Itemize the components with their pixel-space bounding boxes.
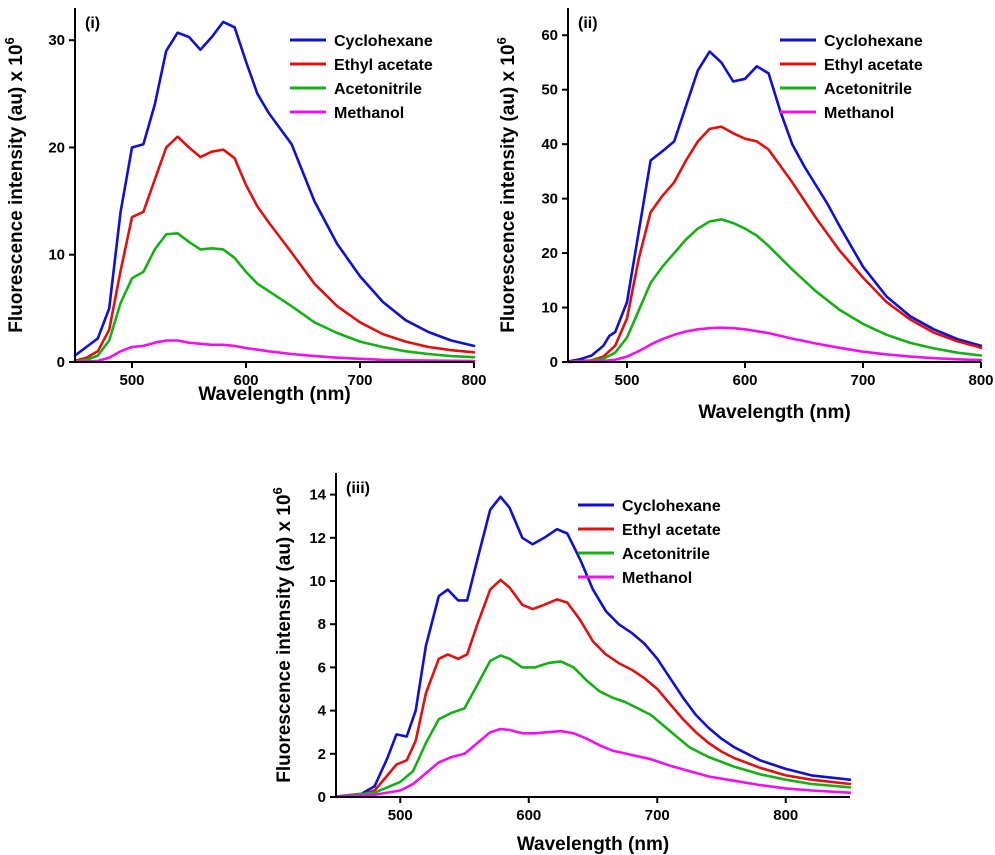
legend-label: Cyclohexane xyxy=(622,498,721,515)
legend-label: Ethyl acetate xyxy=(824,57,923,74)
y-tick-label: 0 xyxy=(550,354,558,371)
x-tick-label: 500 xyxy=(119,372,144,389)
panel-label: (iii) xyxy=(346,480,370,497)
y-tick-label: 30 xyxy=(541,191,558,208)
y-tick-label: 50 xyxy=(541,82,558,99)
series-line-ethyl-acetate xyxy=(334,578,852,799)
y-tick-label: 8 xyxy=(318,616,326,633)
y-tick-label: 0 xyxy=(57,354,65,371)
x-axis-title: Wavelength (nm) xyxy=(198,384,350,405)
series-line-cyclohexane xyxy=(73,20,476,357)
legend-label: Cyclohexane xyxy=(824,33,923,50)
chart-panel-3: 500 600 700 800 0 2 4 6 8 10 12 14 (iii) Wavelength (… xyxy=(270,473,852,855)
chart-panel-2: 500 600 700 800 0 10 20 30 40 50 60 (ii) Wavelength … xyxy=(494,8,994,423)
y-axis-title-exponent: 6 xyxy=(494,37,509,44)
legend-label: Ethyl acetate xyxy=(334,57,433,74)
x-tick-label: 600 xyxy=(732,372,757,389)
x-tick-label: 700 xyxy=(347,372,372,389)
series-line-methanol xyxy=(334,727,852,799)
legend: Cyclohexane Ethyl acetate Acetonitrile Meth… xyxy=(780,33,923,122)
legend-label: Acetonitrile xyxy=(334,81,422,98)
x-tick-label: 500 xyxy=(614,372,639,389)
legend-label: Acetonitrile xyxy=(622,546,710,563)
y-tick-label: 6 xyxy=(318,659,326,676)
y-tick-label: 4 xyxy=(318,703,327,720)
y-axis-title-exponent: 6 xyxy=(2,37,17,44)
y-tick-label: 30 xyxy=(48,32,65,49)
legend-label: Methanol xyxy=(622,570,692,587)
x-tick-label: 700 xyxy=(645,807,670,824)
y-axis-title-text: Fluorescence intensity (au) x 10 xyxy=(498,44,519,332)
x-tick-label: 500 xyxy=(388,807,413,824)
series-line-cyclohexane xyxy=(334,495,852,798)
y-axis-title: Fluorescence intensity (au) x 106 xyxy=(270,487,295,783)
panel-label: (i) xyxy=(85,15,100,32)
y-tick-label: 40 xyxy=(541,136,558,153)
x-tick-label: 800 xyxy=(773,807,798,824)
y-tick-label: 2 xyxy=(318,746,326,763)
y-tick-label: 14 xyxy=(309,487,326,504)
y-tick-label: 10 xyxy=(48,247,65,264)
y-axis-title-exponent: 6 xyxy=(270,487,285,494)
series-line-acetonitrile xyxy=(566,218,983,364)
chart-panel-1: 500 600 700 800 0 10 20 30 (i) Wavelength (nm) Flu… xyxy=(2,8,487,405)
y-axis-title-text: Fluorescence intensity (au) x 10 xyxy=(6,44,27,332)
y-axis-title: Fluorescence intensity (au) x 106 xyxy=(494,37,519,333)
x-axis-title: Wavelength (nm) xyxy=(517,834,669,855)
y-axis-title: Fluorescence intensity (au) x 106 xyxy=(2,37,27,333)
series-line-methanol xyxy=(566,326,983,364)
legend-label: Methanol xyxy=(824,105,894,122)
series-line-methanol xyxy=(73,339,476,364)
x-tick-label: 700 xyxy=(850,372,875,389)
legend-label: Ethyl acetate xyxy=(622,522,721,539)
legend-label: Acetonitrile xyxy=(824,81,912,98)
x-tick-label: 800 xyxy=(968,372,993,389)
x-tick-label: 600 xyxy=(516,807,541,824)
y-axis-title-text: Fluorescence intensity (au) x 10 xyxy=(274,494,295,782)
y-tick-label: 10 xyxy=(541,300,558,317)
legend-label: Cyclohexane xyxy=(334,33,433,50)
y-tick-label: 60 xyxy=(541,27,558,44)
y-tick-label: 20 xyxy=(541,245,558,262)
series-line-acetonitrile xyxy=(334,654,852,799)
y-tick-label: 12 xyxy=(309,530,326,547)
y-tick-label: 0 xyxy=(318,789,326,806)
legend: Cyclohexane Ethyl acetate Acetonitrile Meth… xyxy=(578,498,721,587)
y-tick-label: 20 xyxy=(48,139,65,156)
x-tick-label: 800 xyxy=(461,372,486,389)
panel-label: (ii) xyxy=(578,15,598,32)
series-line-acetonitrile xyxy=(73,232,476,363)
series-line-ethyl-acetate xyxy=(73,135,476,363)
series-line-cyclohexane xyxy=(566,50,983,363)
legend: Cyclohexane Ethyl acetate Acetonitrile Meth… xyxy=(290,33,433,122)
x-axis-title: Wavelength (nm) xyxy=(698,402,850,423)
series-line-ethyl-acetate xyxy=(566,125,983,363)
legend-label: Methanol xyxy=(334,105,404,122)
x-tick-label: 600 xyxy=(233,372,258,389)
y-tick-label: 10 xyxy=(309,573,326,590)
